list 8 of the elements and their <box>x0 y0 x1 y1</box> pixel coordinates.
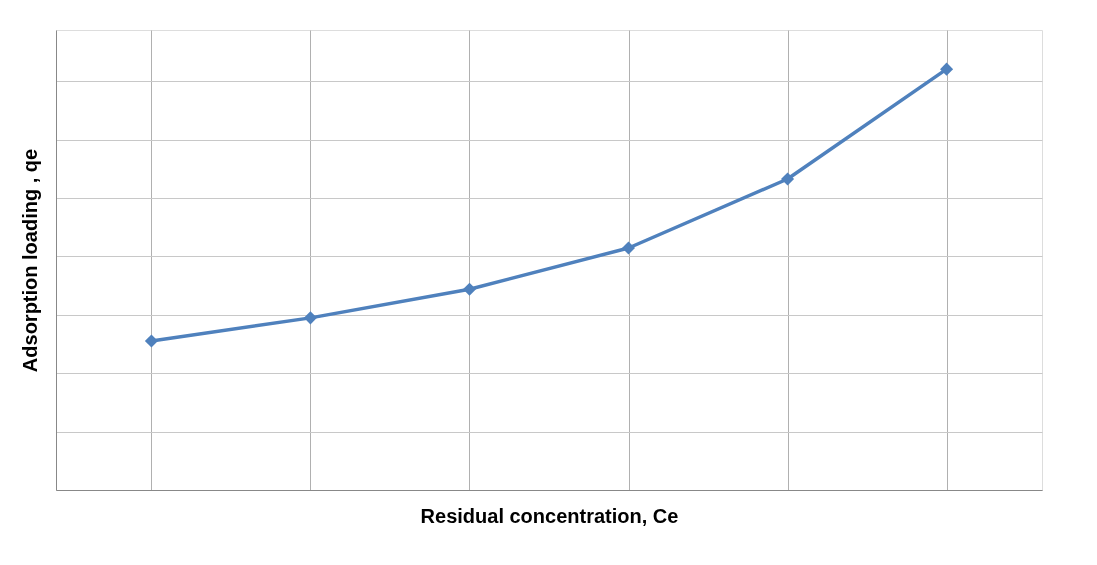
point <box>940 62 954 76</box>
y-axis-title: Adsorption loading , qe <box>18 148 41 373</box>
x-axis-title: Residual concentration, Ce <box>420 504 679 527</box>
point <box>303 311 317 325</box>
point <box>781 172 795 186</box>
point <box>462 282 476 296</box>
point <box>622 241 636 255</box>
point <box>144 334 158 348</box>
